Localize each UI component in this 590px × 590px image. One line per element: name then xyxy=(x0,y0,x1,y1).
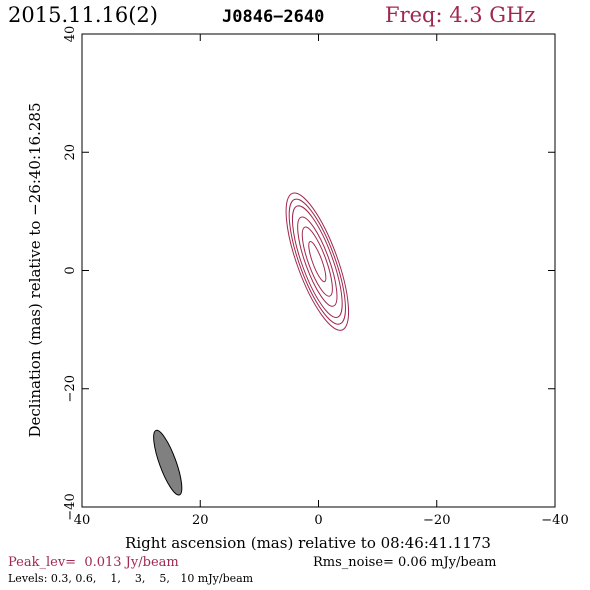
peak-level-text: Peak_lev= 0.013 Jy/beam xyxy=(8,555,179,570)
x-tick-label: 0 xyxy=(314,513,322,528)
header-source-name: J0846−2640 xyxy=(222,7,324,27)
y-tick-label: −20 xyxy=(63,375,78,402)
contour-level-3 xyxy=(297,216,338,307)
y-tick-label: 40 xyxy=(63,26,78,43)
restoring-beam xyxy=(153,429,183,496)
y-tick-label: 20 xyxy=(63,144,78,161)
contour-level-10 xyxy=(308,241,327,283)
x-tick-label: 40 xyxy=(74,513,91,528)
axis-ticks xyxy=(81,33,556,508)
contour-level-0-6 xyxy=(288,198,346,325)
header-date: 2015.11.16(2) xyxy=(8,3,158,27)
y-tick-label: −40 xyxy=(63,493,78,520)
header-frequency: Freq: 4.3 GHz xyxy=(385,3,535,27)
contour-levels-text: Levels: 0.3, 0.6, 1, 3, 5, 10 mJy/beam xyxy=(8,572,254,585)
x-axis-label: Right ascension (mas) relative to 08:46:… xyxy=(125,534,491,552)
x-tick-label: 20 xyxy=(192,513,209,528)
tick-labels: 40 20 0 −20 −40 −40 −20 0 20 40 xyxy=(63,26,569,528)
beam-ellipse xyxy=(153,429,183,496)
contour-level-5 xyxy=(301,226,333,297)
contour-level-1 xyxy=(291,205,343,318)
contour-level-0-3 xyxy=(285,192,350,331)
source-contours xyxy=(285,192,350,331)
x-tick-label: −40 xyxy=(541,513,568,528)
y-axis-label: Declination (mas) relative to −26:40:16.… xyxy=(26,102,44,437)
rms-noise-text: Rms_noise= 0.06 mJy/beam xyxy=(313,555,496,570)
plot-frame xyxy=(81,33,556,508)
x-tick-label: −20 xyxy=(423,513,450,528)
y-tick-label: 0 xyxy=(63,266,78,274)
